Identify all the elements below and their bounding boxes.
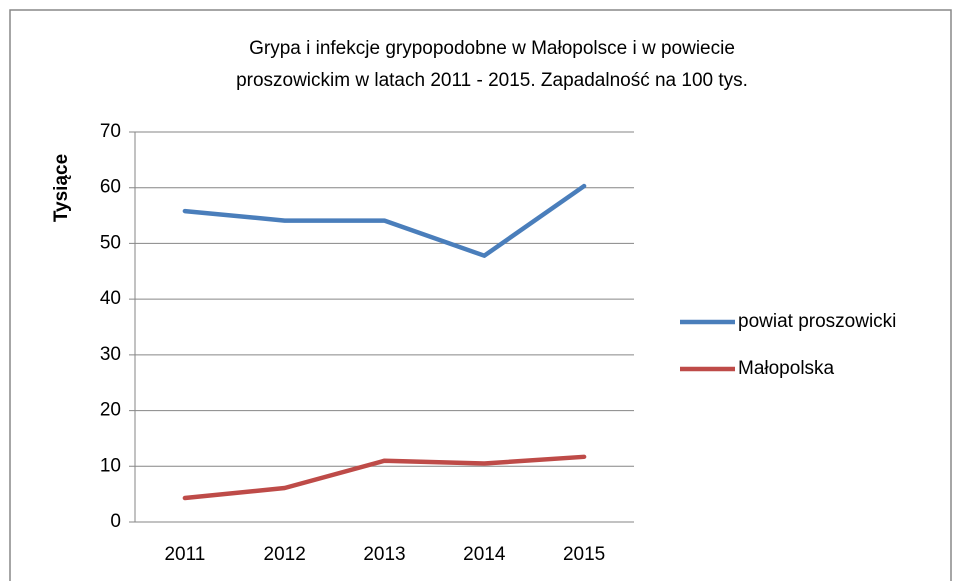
x-tick-label: 2013 xyxy=(363,544,405,565)
y-tick-label: 20 xyxy=(100,400,121,421)
y-tick-label: 30 xyxy=(100,344,121,365)
x-tick-label: 2014 xyxy=(463,544,506,565)
y-tick-label: 0 xyxy=(110,511,121,532)
y-axis-label: Tysiące xyxy=(51,154,72,222)
y-tick-label: 10 xyxy=(100,455,121,476)
legend-label: powiat proszowicki xyxy=(738,311,896,332)
legend-label: Małopolska xyxy=(738,358,835,379)
y-tick-label: 40 xyxy=(100,288,121,309)
y-tick-label: 60 xyxy=(100,177,121,198)
chart-border xyxy=(9,9,952,581)
y-tick-label: 50 xyxy=(100,232,121,253)
chart-title: Grypa i infekcje grypopodobne w Małopols… xyxy=(249,38,735,59)
y-tick-label: 70 xyxy=(100,121,121,142)
x-tick-label: 2015 xyxy=(563,544,605,565)
x-tick-label: 2011 xyxy=(164,544,205,565)
chart-title: proszowickim w latach 2011 - 2015. Zapad… xyxy=(236,70,748,91)
series-line xyxy=(182,454,587,501)
x-tick-label: 2012 xyxy=(264,544,306,565)
series-line xyxy=(182,183,587,258)
